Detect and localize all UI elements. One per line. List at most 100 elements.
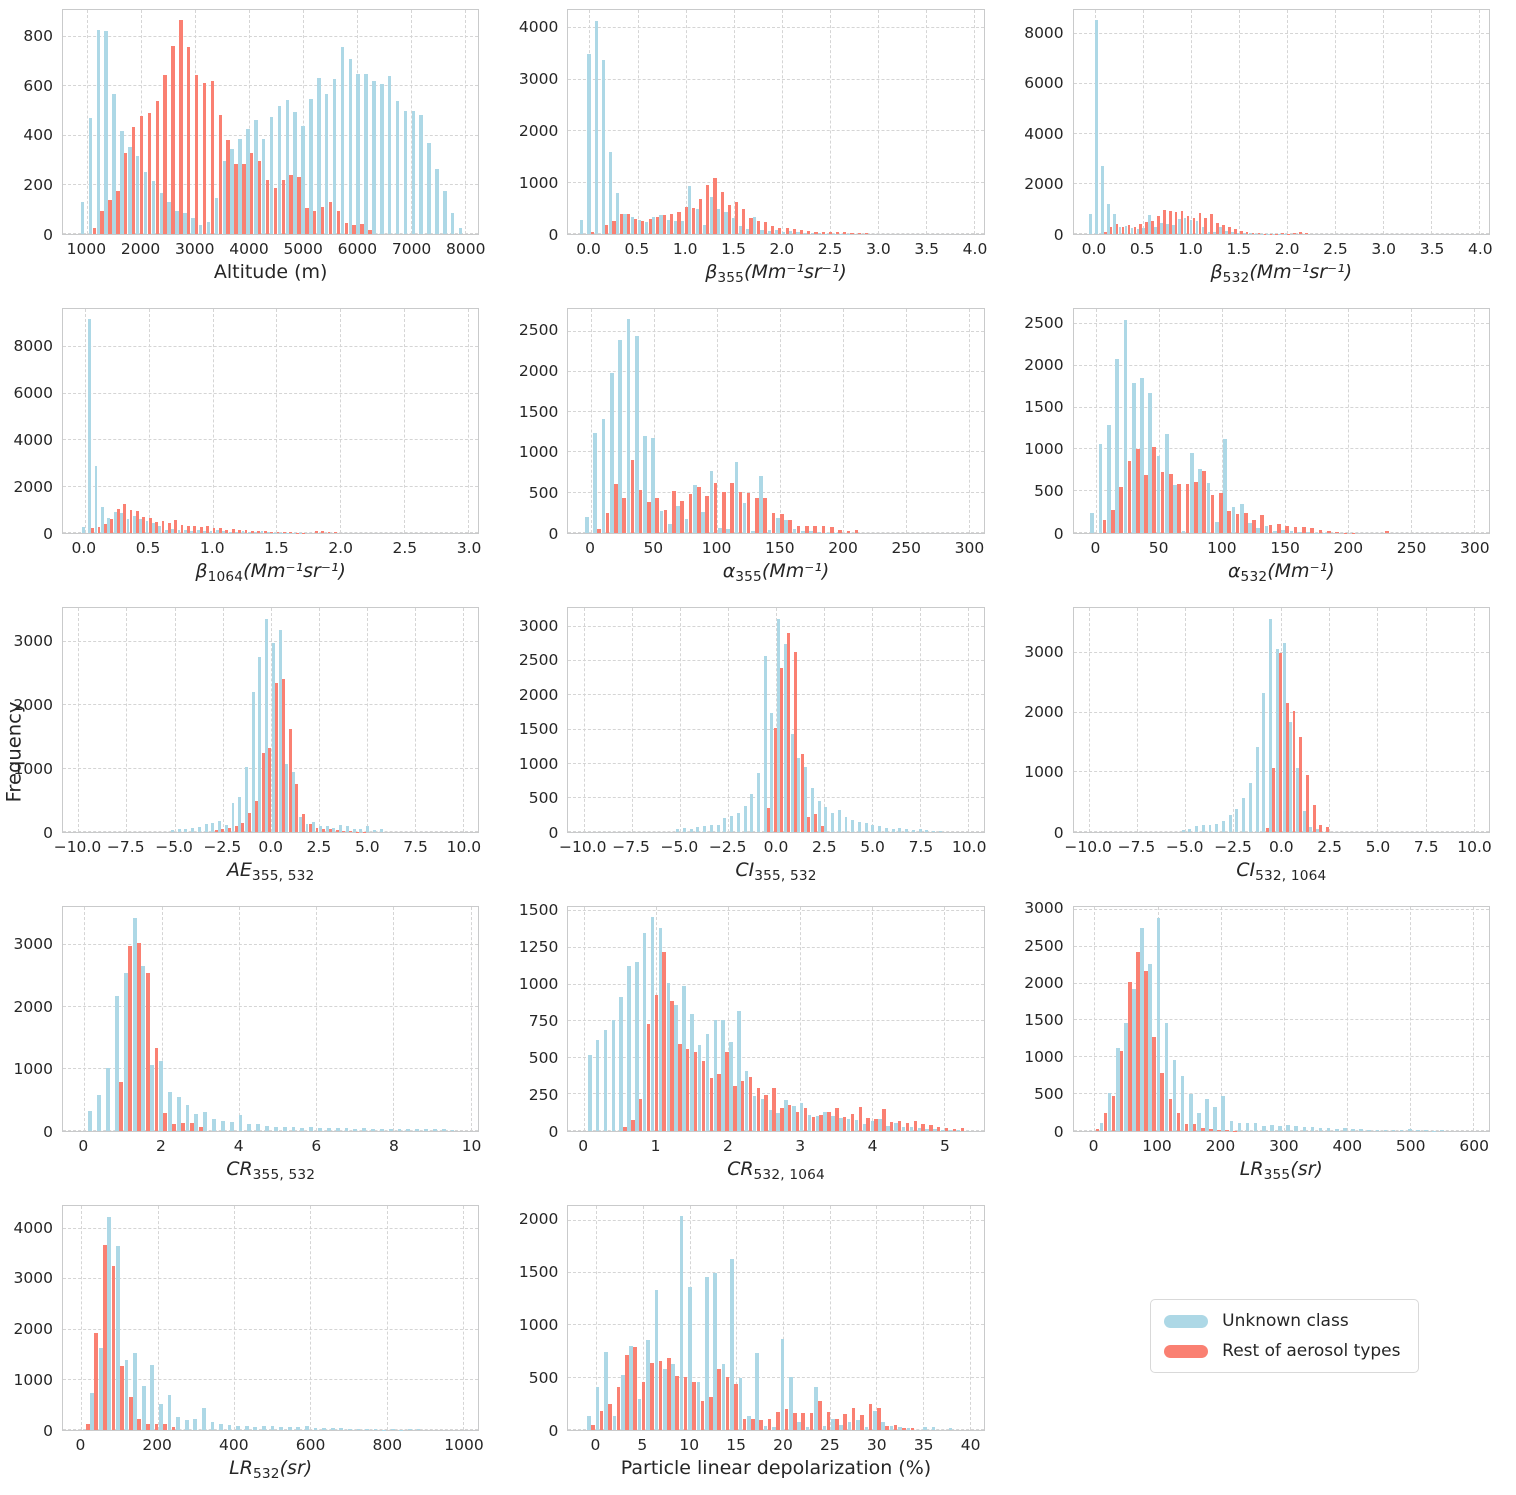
x-gridline — [340, 309, 342, 533]
bar-rest-of-aerosol-types — [713, 178, 717, 234]
bar-rest-of-aerosol-types — [1279, 653, 1282, 832]
x-tick-label: 0.0 — [1269, 838, 1294, 856]
x-gridline — [905, 309, 907, 533]
x-tick-label: 10.0 — [446, 838, 482, 856]
subplot-alpha-532: 0 500 1000 1500 2000 2500 0 50 100 150 200 250 300 … — [1011, 299, 1516, 598]
xlabel-unit: (sr) — [279, 1457, 313, 1479]
bar-unknown-class — [1326, 1128, 1331, 1131]
y-tick-label: 600 — [23, 76, 53, 95]
y-gridline — [1073, 490, 1489, 492]
bar-unknown-class — [1095, 20, 1098, 234]
bar-rest-of-aerosol-types — [163, 1113, 168, 1131]
x-tick-label: −5.0 — [155, 838, 193, 856]
bar-rest-of-aerosol-types — [161, 521, 165, 533]
bar-rest-of-aerosol-types — [902, 1427, 906, 1430]
x-tick-label: 600 — [295, 1436, 326, 1454]
bar-unknown-class — [171, 528, 175, 533]
bar-rest-of-aerosol-types — [755, 498, 759, 533]
bar-unknown-class — [304, 1426, 309, 1430]
x-gridline — [1089, 608, 1091, 832]
bar-rest-of-aerosol-types — [742, 1418, 747, 1430]
bar-rest-of-aerosol-types — [820, 825, 824, 832]
bar-unknown-class — [830, 1418, 835, 1430]
xlabel-subscript: 355 — [1263, 1166, 1291, 1183]
x-tick-label: 20 — [773, 1436, 793, 1454]
y-gridline — [63, 36, 479, 38]
bar-rest-of-aerosol-types — [921, 1124, 925, 1131]
bar-rest-of-aerosol-types — [819, 1114, 823, 1131]
bar-unknown-class — [80, 202, 85, 234]
bar-rest-of-aerosol-types — [846, 530, 851, 533]
x-gridline — [1142, 10, 1144, 234]
bar-unknown-class — [872, 1411, 877, 1430]
bar-unknown-class — [635, 961, 639, 1131]
bar-unknown-class — [88, 118, 93, 234]
bar-unknown-class — [818, 233, 822, 234]
x-gridline — [1346, 907, 1348, 1131]
bar-rest-of-aerosol-types — [937, 1127, 941, 1131]
legend-label-unknown-class: Unknown class — [1222, 1311, 1349, 1331]
bar-unknown-class — [851, 819, 855, 832]
y-tick-label: 2000 — [1024, 174, 1064, 193]
x-tick-label: 100 — [1142, 1137, 1172, 1155]
x-tick-label: 500 — [1395, 1137, 1426, 1155]
x-axis: −10.0 −7.5 −5.0 −2.5 0.0 2.5 5.0 7.5 10.0 — [54, 833, 482, 858]
bar-rest-of-aerosol-types — [706, 184, 710, 234]
x-tick-label: 2 — [722, 1137, 733, 1155]
bar-unknown-class — [97, 1095, 102, 1131]
bar-rest-of-aerosol-types — [119, 1082, 124, 1131]
bar-unknown-class — [716, 824, 720, 832]
x-tick-label: 0.0 — [71, 539, 97, 557]
y-tick-label: 0 — [548, 823, 559, 842]
bar-rest-of-aerosol-types — [1198, 213, 1202, 234]
bar-rest-of-aerosol-types — [1285, 702, 1289, 832]
bar-unknown-class — [318, 1127, 322, 1131]
bar-unknown-class — [228, 531, 232, 533]
bar-rest-of-aerosol-types — [654, 994, 659, 1131]
bar-unknown-class — [654, 1289, 659, 1430]
bar-unknown-class — [717, 209, 721, 234]
bar-unknown-class — [857, 822, 861, 832]
bar-rest-of-aerosol-types — [202, 82, 207, 234]
bar-unknown-class — [701, 512, 705, 533]
bar-rest-of-aerosol-types — [663, 510, 668, 533]
bar-rest-of-aerosol-types — [313, 210, 317, 234]
x-tick-label: 0.0 — [763, 838, 789, 856]
xlabel-base: β — [195, 560, 208, 582]
bar-rest-of-aerosol-types — [763, 222, 768, 234]
bar-rest-of-aerosol-types — [709, 1078, 713, 1131]
y-tick-label: 1000 — [13, 759, 53, 778]
y-gridline — [1073, 1093, 1489, 1095]
bar-unknown-class — [1302, 1126, 1307, 1131]
bar-rest-of-aerosol-types — [110, 519, 114, 533]
x-gridline — [653, 309, 655, 533]
bar-unknown-class — [696, 826, 700, 832]
bar-rest-of-aerosol-types — [834, 1418, 839, 1430]
bar-unknown-class — [344, 1127, 349, 1131]
bar-rest-of-aerosol-types — [1239, 231, 1243, 234]
bar-unknown-class — [1154, 226, 1157, 234]
xlabel-subscript: 532, 1064 — [753, 1166, 825, 1183]
x-tick-label: 3.5 — [914, 240, 940, 258]
bar-unknown-class — [291, 1127, 296, 1131]
bar-unknown-class — [254, 119, 258, 234]
bar-rest-of-aerosol-types — [1157, 216, 1160, 234]
bar-rest-of-aerosol-types — [742, 209, 746, 234]
x-tick-label: 6000 — [337, 240, 378, 258]
bar-rest-of-aerosol-types — [807, 816, 811, 832]
bar-unknown-class — [800, 530, 805, 533]
bar-unknown-class — [247, 532, 251, 533]
xlabel-subscript: 355 — [717, 269, 745, 286]
bar-rest-of-aerosol-types — [1319, 825, 1323, 832]
bar-unknown-class — [587, 53, 591, 234]
bar-unknown-class — [724, 212, 728, 234]
bar-unknown-class — [141, 966, 146, 1131]
bar-unknown-class — [1245, 1122, 1250, 1131]
bar-rest-of-aerosol-types — [1245, 232, 1249, 234]
bar-unknown-class — [324, 93, 329, 234]
xlabel-subscript: 532 — [252, 1465, 280, 1482]
bar-unknown-class — [1248, 233, 1252, 234]
bar-rest-of-aerosol-types — [1169, 473, 1173, 533]
x-gridline — [1410, 907, 1412, 1131]
bar-rest-of-aerosol-types — [675, 1375, 680, 1430]
